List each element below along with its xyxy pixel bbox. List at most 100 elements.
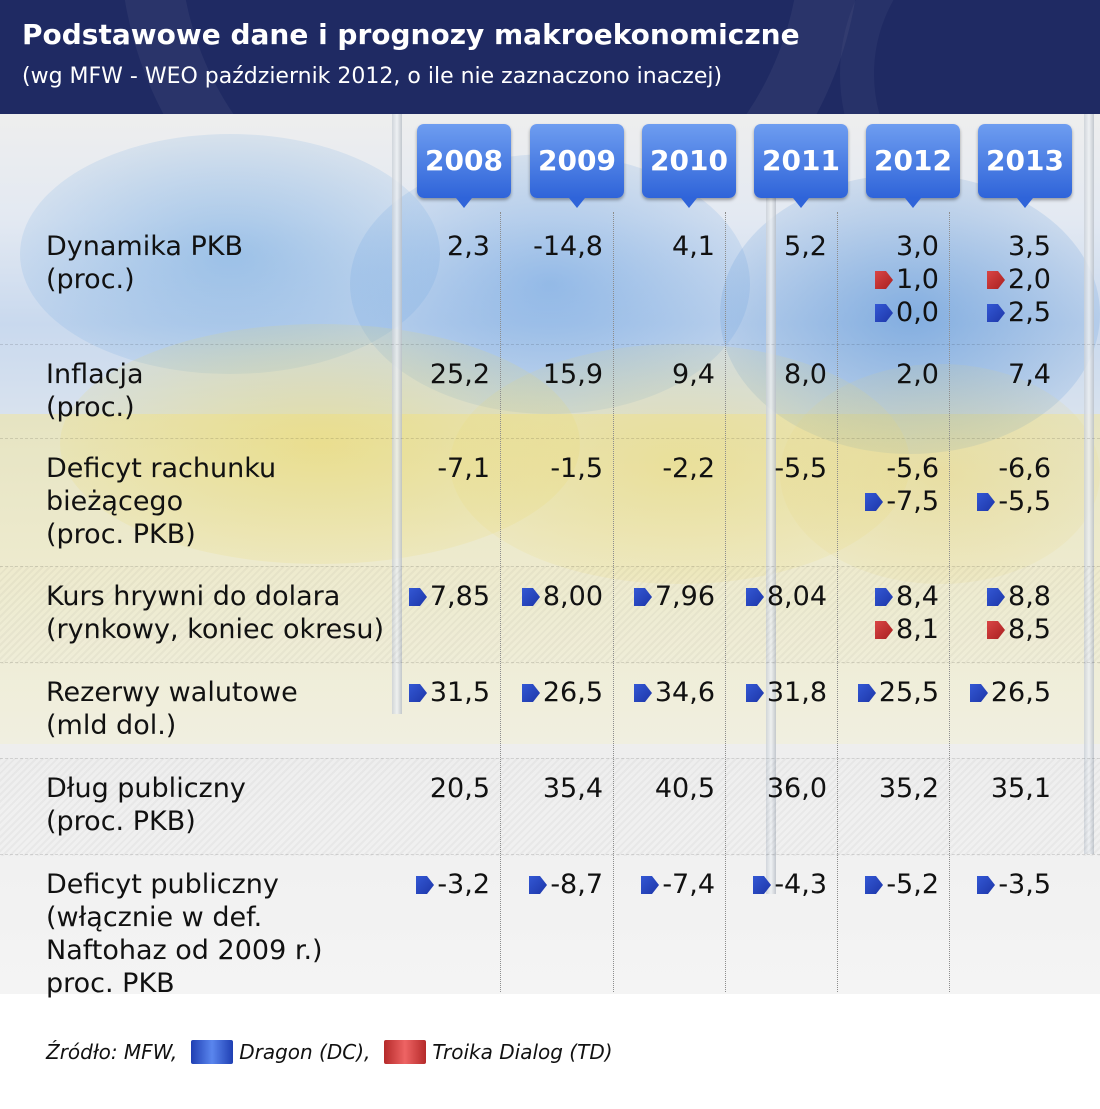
chart-title: Podstawowe dane i prognozy makroekonomic… <box>22 18 800 51</box>
year-header-pointer <box>569 198 585 208</box>
cell-value: -3,5 <box>998 869 1051 900</box>
dragon-marker-icon <box>414 874 436 896</box>
row-shading <box>0 566 1100 664</box>
dragon-legend-label: Dragon (DC), <box>239 1040 371 1064</box>
cell-value: 8,4 <box>896 581 939 612</box>
row-label-line: (proc.) <box>46 264 135 295</box>
dragon-marker-icon <box>639 874 661 896</box>
year-header-pointer <box>1017 198 1033 208</box>
cell-value: 31,8 <box>766 677 827 708</box>
row-separator <box>0 344 1100 345</box>
cell-value: 3,5 <box>1008 231 1051 262</box>
cell-value: -5,2 <box>886 869 939 900</box>
year-header-2011: 2011 <box>754 124 848 198</box>
dragon-marker-icon <box>744 586 766 608</box>
cell-value: 2,5 <box>1008 297 1051 328</box>
cell-value: -7,4 <box>662 869 715 900</box>
row-label-line: Naftohaz od 2009 r.) <box>46 935 323 966</box>
column-separator <box>949 212 950 992</box>
cell-value: 20,5 <box>429 773 490 804</box>
cell-value: 26,5 <box>990 677 1051 708</box>
cell-value: 8,8 <box>1008 581 1051 612</box>
troika-marker-icon <box>985 269 1007 291</box>
cell-value: 7,85 <box>429 581 490 612</box>
year-header-2013: 2013 <box>978 124 1072 198</box>
troika-marker-icon <box>985 619 1007 641</box>
source-label: Źródło: MFW, <box>46 1040 178 1064</box>
cell-value: 34,6 <box>654 677 715 708</box>
dragon-marker-icon <box>975 491 997 513</box>
cell-value: 2,0 <box>896 359 939 390</box>
cell-value: 8,1 <box>896 614 939 645</box>
year-header-2012: 2012 <box>866 124 960 198</box>
dragon-marker-icon <box>407 586 429 608</box>
year-header-pointer <box>793 198 809 208</box>
row-label-line: proc. PKB <box>46 968 175 999</box>
cell-value: -5,6 <box>886 453 939 484</box>
dragon-marker-icon <box>863 874 885 896</box>
cell-value: 35,2 <box>878 773 939 804</box>
cell-value: 1,0 <box>896 264 939 295</box>
year-header-2008: 2008 <box>417 124 511 198</box>
row-separator <box>0 662 1100 663</box>
row-label-line: (proc. PKB) <box>46 519 196 550</box>
dragon-marker-icon <box>751 874 773 896</box>
cell-value: -8,7 <box>550 869 603 900</box>
row-label-line: Dynamika PKB <box>46 231 244 262</box>
row-shading <box>0 758 1100 856</box>
chart-subtitle: (wg MFW - WEO październik 2012, o ile ni… <box>22 64 723 89</box>
cell-value: 35,4 <box>542 773 603 804</box>
cell-value: -7,1 <box>437 453 490 484</box>
row-label-line: (rynkowy, koniec okresu) <box>46 614 384 645</box>
cell-value: 7,4 <box>1008 359 1051 390</box>
cell-value: 2,0 <box>1008 264 1051 295</box>
troika-marker-icon <box>873 619 895 641</box>
cell-value: 2,3 <box>447 231 490 262</box>
row-label: Inflacja (proc.) <box>46 358 144 424</box>
cell-value: 0,0 <box>896 297 939 328</box>
dragon-marker-icon <box>975 874 997 896</box>
column-separator <box>500 212 501 992</box>
cell-value: 7,96 <box>654 581 715 612</box>
cell-value: 5,2 <box>784 231 827 262</box>
row-separator <box>0 438 1100 439</box>
dragon-marker-icon <box>985 302 1007 324</box>
troika-marker-icon <box>873 269 895 291</box>
row-label-line: Dług publiczny <box>46 773 246 804</box>
row-separator <box>0 758 1100 759</box>
dragon-marker-icon <box>632 586 654 608</box>
flag-photo-background <box>0 114 1100 994</box>
row-label: Deficyt publiczny (włącznie w def. Naftoha… <box>46 868 323 1000</box>
cell-value: 8,0 <box>784 359 827 390</box>
dragon-marker-icon <box>520 682 542 704</box>
cell-value: -7,5 <box>886 486 939 517</box>
dragon-marker-icon <box>407 682 429 704</box>
cell-value: -4,3 <box>774 869 827 900</box>
header-banner: Podstawowe dane i prognozy makroekonomic… <box>0 0 1100 114</box>
cell-value: 9,4 <box>672 359 715 390</box>
cell-value: 25,2 <box>429 359 490 390</box>
cell-value: 8,04 <box>766 581 827 612</box>
dragon-marker-icon <box>856 682 878 704</box>
troika-legend-swatch <box>384 1040 427 1064</box>
row-label: Dług publiczny (proc. PKB) <box>46 772 246 838</box>
year-header-2010: 2010 <box>642 124 736 198</box>
cell-value: -14,8 <box>533 231 603 262</box>
cell-value: 15,9 <box>542 359 603 390</box>
column-separator <box>725 212 726 992</box>
cell-value: 8,00 <box>542 581 603 612</box>
cell-value: -5,5 <box>998 486 1051 517</box>
dragon-marker-icon <box>968 682 990 704</box>
dragon-marker-icon <box>527 874 549 896</box>
cell-value: 8,5 <box>1008 614 1051 645</box>
row-label: Deficyt rachunku bieżącego (proc. PKB) <box>46 452 276 551</box>
cell-value: 3,0 <box>896 231 939 262</box>
source-legend: Źródło: MFW, Dragon (DC), Troika Dialog (T… <box>46 1040 613 1064</box>
row-label: Dynamika PKB (proc.) <box>46 230 243 296</box>
cell-value: -6,6 <box>998 453 1051 484</box>
cell-value: -1,5 <box>550 453 603 484</box>
dragon-marker-icon <box>744 682 766 704</box>
dragon-legend-swatch <box>191 1040 234 1064</box>
cell-value: -2,2 <box>662 453 715 484</box>
